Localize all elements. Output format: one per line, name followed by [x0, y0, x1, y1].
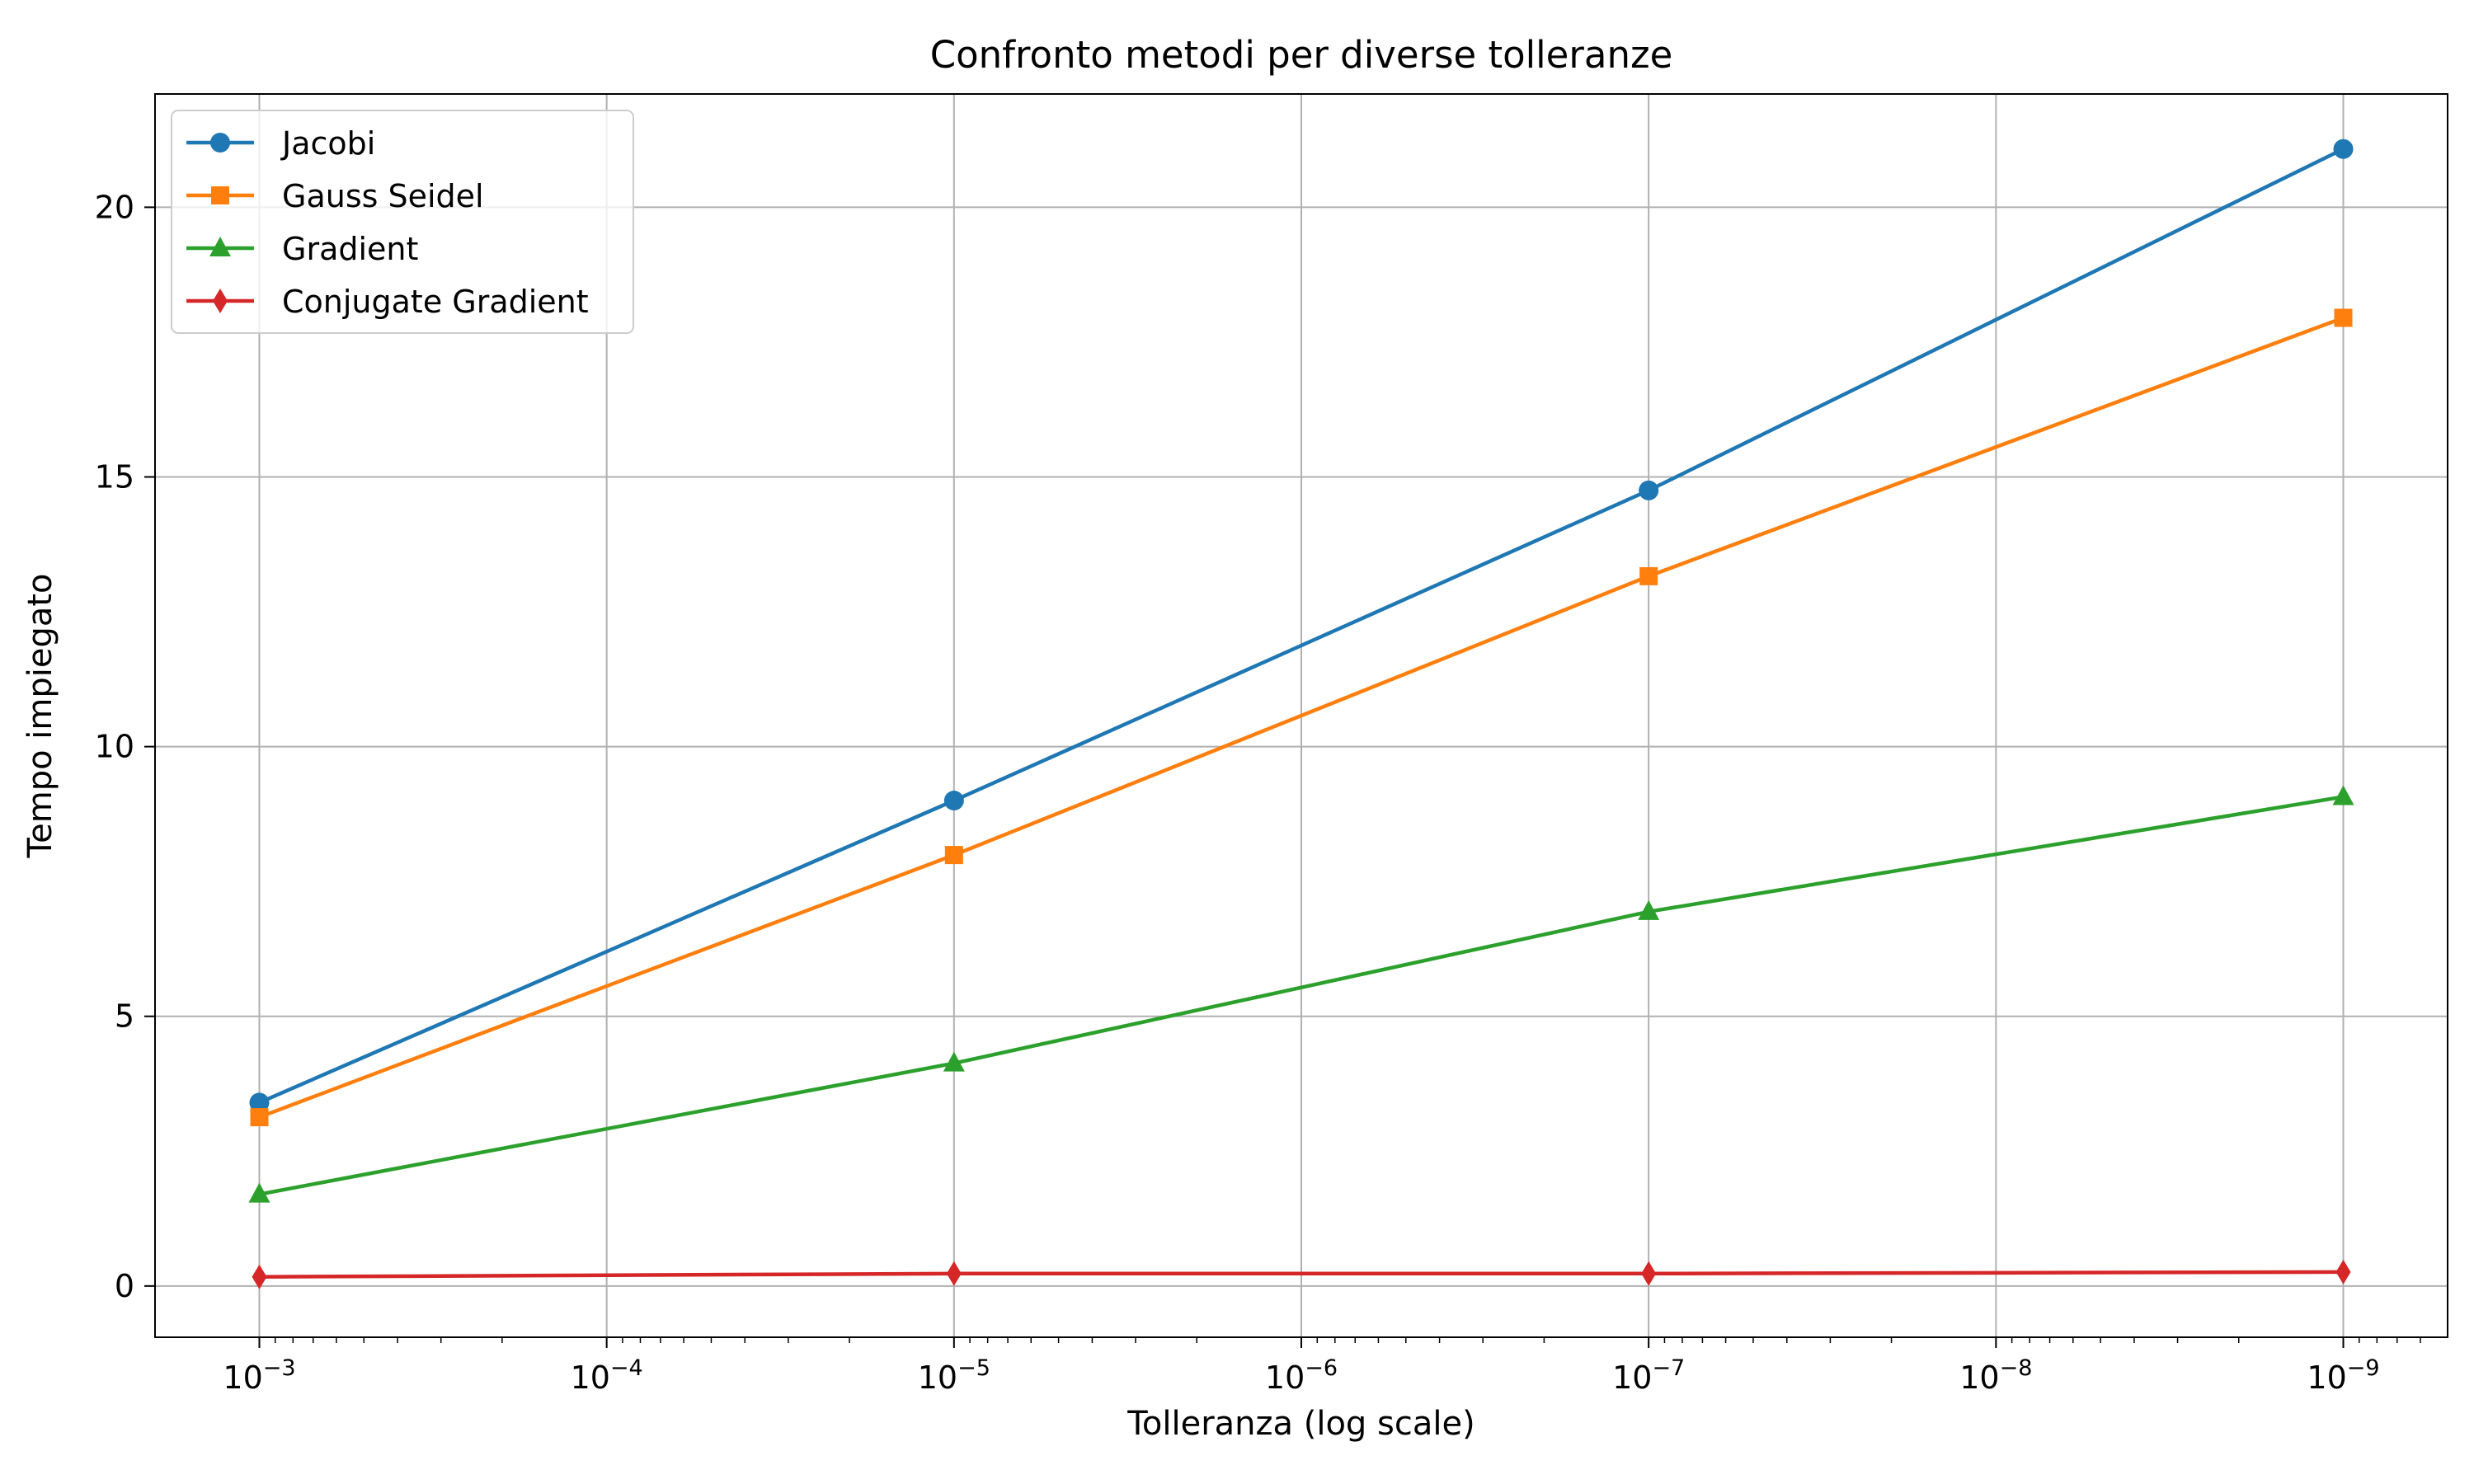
plot-frame	[154, 93, 2448, 1338]
series-line-gradient	[259, 795, 2344, 1196]
data-point-jacobi	[249, 1092, 270, 1113]
data-point-gauss-seidel	[944, 846, 963, 865]
series-line-jacobi	[258, 147, 2345, 1105]
legend-marker	[213, 289, 228, 313]
data-point-jacobi	[1639, 480, 1659, 500]
legend-label: Jacobi	[280, 125, 375, 162]
series-jacobi	[249, 139, 2354, 1113]
legend-item-jacobi: Jacobi	[186, 125, 375, 162]
legend-item-gauss-seidel: Gauss Seidel	[186, 178, 484, 214]
data-point-conjugate-gradient	[2335, 1259, 2351, 1284]
x-tick-label: 10−3	[223, 1355, 295, 1396]
chart-title: Confronto metodi per diverse tolleranze	[930, 33, 1673, 77]
data-point-conjugate-gradient	[252, 1264, 267, 1289]
legend-marker	[211, 186, 229, 204]
y-tick-label: 0	[115, 1268, 134, 1304]
legend-marker	[210, 133, 230, 153]
y-tick-label: 5	[115, 998, 134, 1035]
y-tick-label: 20	[95, 189, 134, 225]
legend-label: Gauss Seidel	[282, 178, 484, 214]
series-conjugate-gradient	[252, 1259, 2351, 1289]
series-line-gauss-seidel	[258, 316, 2345, 1120]
x-axis-label: Tolleranza (log scale)	[1126, 1405, 1475, 1443]
legend-item-conjugate-gradient: Conjugate Gradient	[186, 284, 589, 320]
series-gauss-seidel	[250, 308, 2353, 1127]
data-point-gradient	[2332, 785, 2354, 805]
legend-label: Conjugate Gradient	[282, 284, 589, 320]
y-axis-label: Tempo impiegato	[21, 573, 59, 858]
legend-label: Gradient	[282, 231, 418, 267]
data-point-gauss-seidel	[1639, 566, 1658, 585]
x-tick-label: 10−4	[571, 1355, 643, 1396]
x-tick-label: 10−7	[1612, 1355, 1685, 1396]
data-point-gradient	[1638, 899, 1660, 920]
y-tick-label: 15	[95, 459, 134, 495]
legend-box	[171, 110, 634, 334]
legend: Jacobi Gauss Seidel Gradient Conjugate Grad…	[171, 110, 634, 334]
data-point-gauss-seidel	[2334, 308, 2353, 327]
data-point-conjugate-gradient	[1641, 1261, 1657, 1286]
data-point-conjugate-gradient	[946, 1261, 962, 1286]
x-tick-label: 10−9	[2307, 1355, 2379, 1396]
y-tick-label: 10	[95, 729, 134, 765]
data-point-gradient	[943, 1051, 965, 1072]
data-point-jacobi	[943, 791, 964, 811]
series-gradient	[248, 785, 2354, 1203]
data-point-gradient	[248, 1182, 270, 1203]
x-tick-label: 10−8	[1959, 1355, 2032, 1396]
data-point-gauss-seidel	[250, 1108, 269, 1127]
data-point-jacobi	[2333, 139, 2354, 159]
series	[248, 139, 2354, 1289]
x-tick-label: 10−6	[1265, 1355, 1338, 1396]
x-tick-label: 10−5	[918, 1355, 990, 1396]
legend-marker	[209, 237, 231, 256]
legend-item-gradient: Gradient	[186, 231, 418, 267]
axis-ticks: 10−3 10−4 10−5 10−6 10−7 10−8 10−9 0 5 10 15 20	[95, 189, 2421, 1396]
series-line-conjugate-gradient	[259, 1270, 2344, 1279]
